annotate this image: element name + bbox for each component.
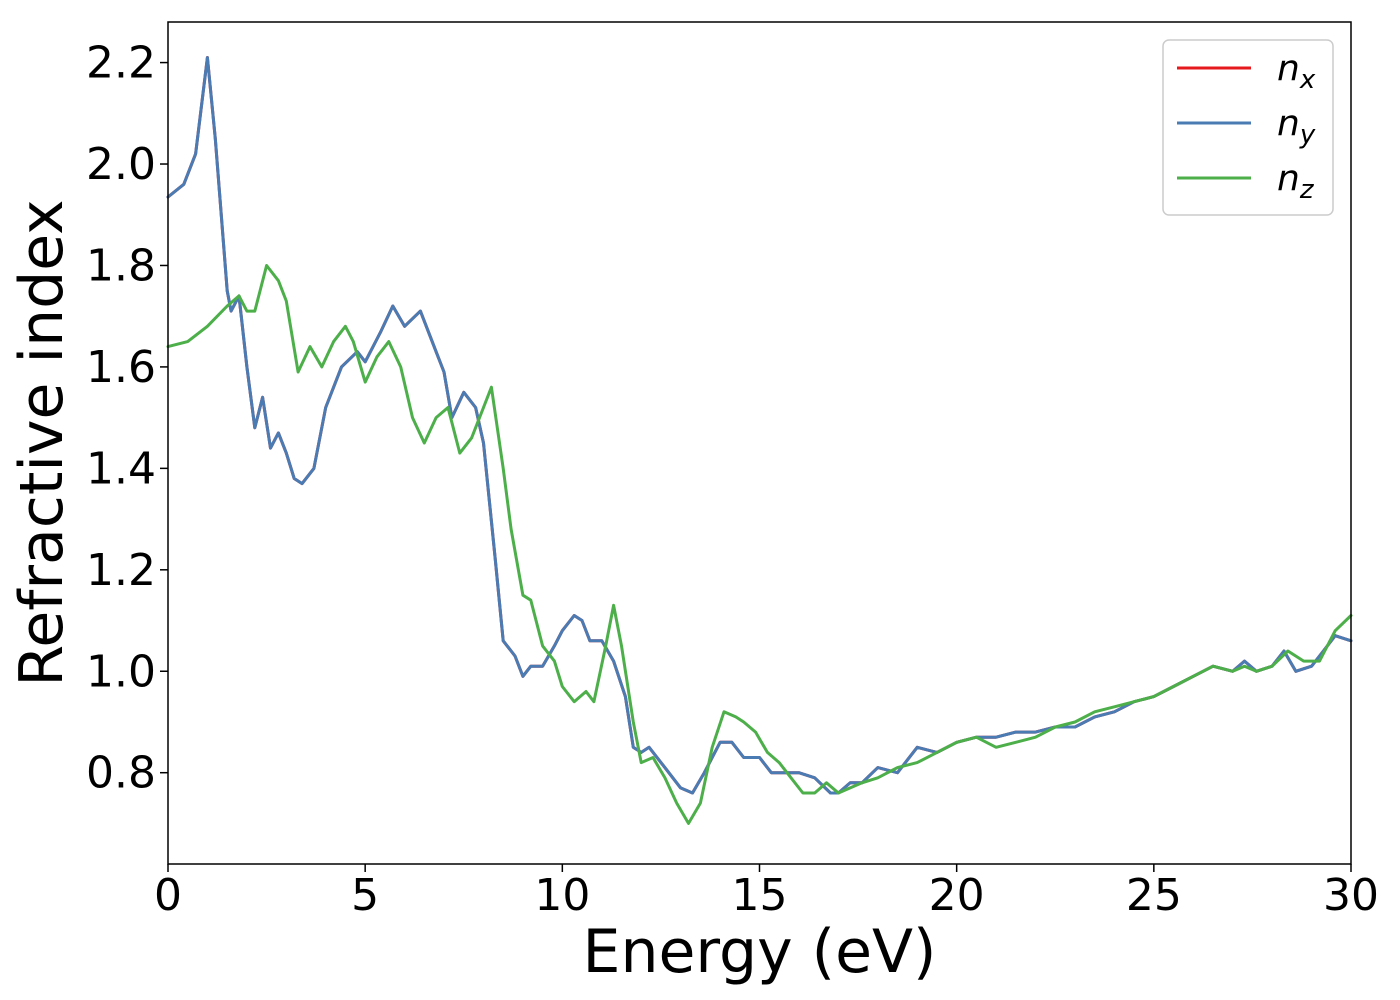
y-tick-label: 1.4 — [86, 443, 156, 494]
legend-label-n-z: nz — [1277, 158, 1315, 205]
x-tick-label: 30 — [1323, 870, 1379, 921]
series-line-n-z — [166, 264, 1353, 825]
series-layer — [166, 56, 1353, 825]
y-tick-label: 1.2 — [86, 545, 156, 596]
legend-label-n-y: ny — [1277, 103, 1316, 150]
y-tick-label: 2.0 — [86, 139, 156, 190]
y-tick-label: 1.0 — [86, 646, 156, 697]
legend: nx ny nz — [1162, 39, 1334, 216]
y-tick-label: 0.8 — [86, 748, 156, 799]
y-axis: 0.8 1.0 1.2 1.4 1.6 1.8 2.0 2.2 — [86, 38, 168, 799]
x-tick-label: 20 — [929, 870, 985, 921]
x-axis-title: Energy (eV) — [583, 917, 937, 987]
legend-label-n-x: nx — [1277, 48, 1316, 95]
y-tick-label: 2.2 — [86, 38, 156, 89]
x-tick-label: 10 — [534, 870, 590, 921]
x-tick-label: 5 — [351, 870, 379, 921]
y-tick-label: 1.8 — [86, 240, 156, 291]
x-tick-label: 0 — [154, 870, 182, 921]
x-tick-label: 15 — [732, 870, 788, 921]
y-tick-label: 1.6 — [86, 342, 156, 393]
x-axis: 0 5 10 15 20 25 30 — [154, 864, 1379, 921]
x-tick-label: 25 — [1126, 870, 1182, 921]
y-axis-title: Refractive index — [7, 199, 77, 686]
legend-box — [1162, 39, 1334, 216]
